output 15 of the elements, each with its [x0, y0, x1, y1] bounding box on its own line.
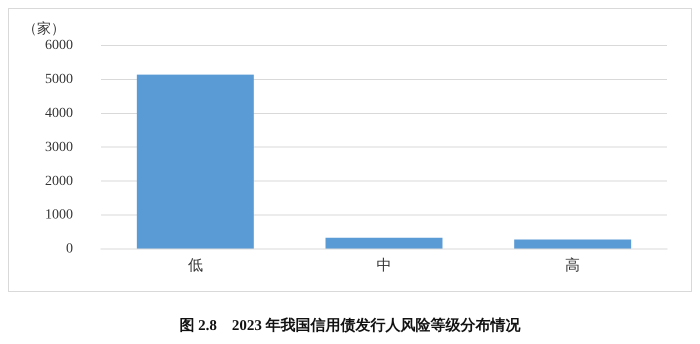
text: 图 2.8 2023 年我国信用债发行人风险等级分布情况 — [178, 316, 522, 335]
x-tick-label: 中 — [376, 256, 392, 274]
y-tick-label: 6000 — [45, 38, 73, 54]
x-tick-label: 高 — [565, 256, 580, 274]
x-tick-label: 低 — [188, 258, 203, 274]
bar — [514, 240, 632, 248]
y-tick-label: 5000 — [45, 72, 73, 88]
y-tick-label: 0 — [66, 242, 73, 257]
y-tick-label: 3000 — [45, 140, 73, 155]
bar — [326, 238, 442, 248]
bar — [136, 74, 254, 248]
y-tick-label: 1000 — [45, 208, 73, 223]
y-tick-label: 4000 — [45, 106, 73, 121]
y-tick-label: 2000 — [45, 174, 73, 189]
y-axis-title: （家） — [23, 21, 65, 37]
